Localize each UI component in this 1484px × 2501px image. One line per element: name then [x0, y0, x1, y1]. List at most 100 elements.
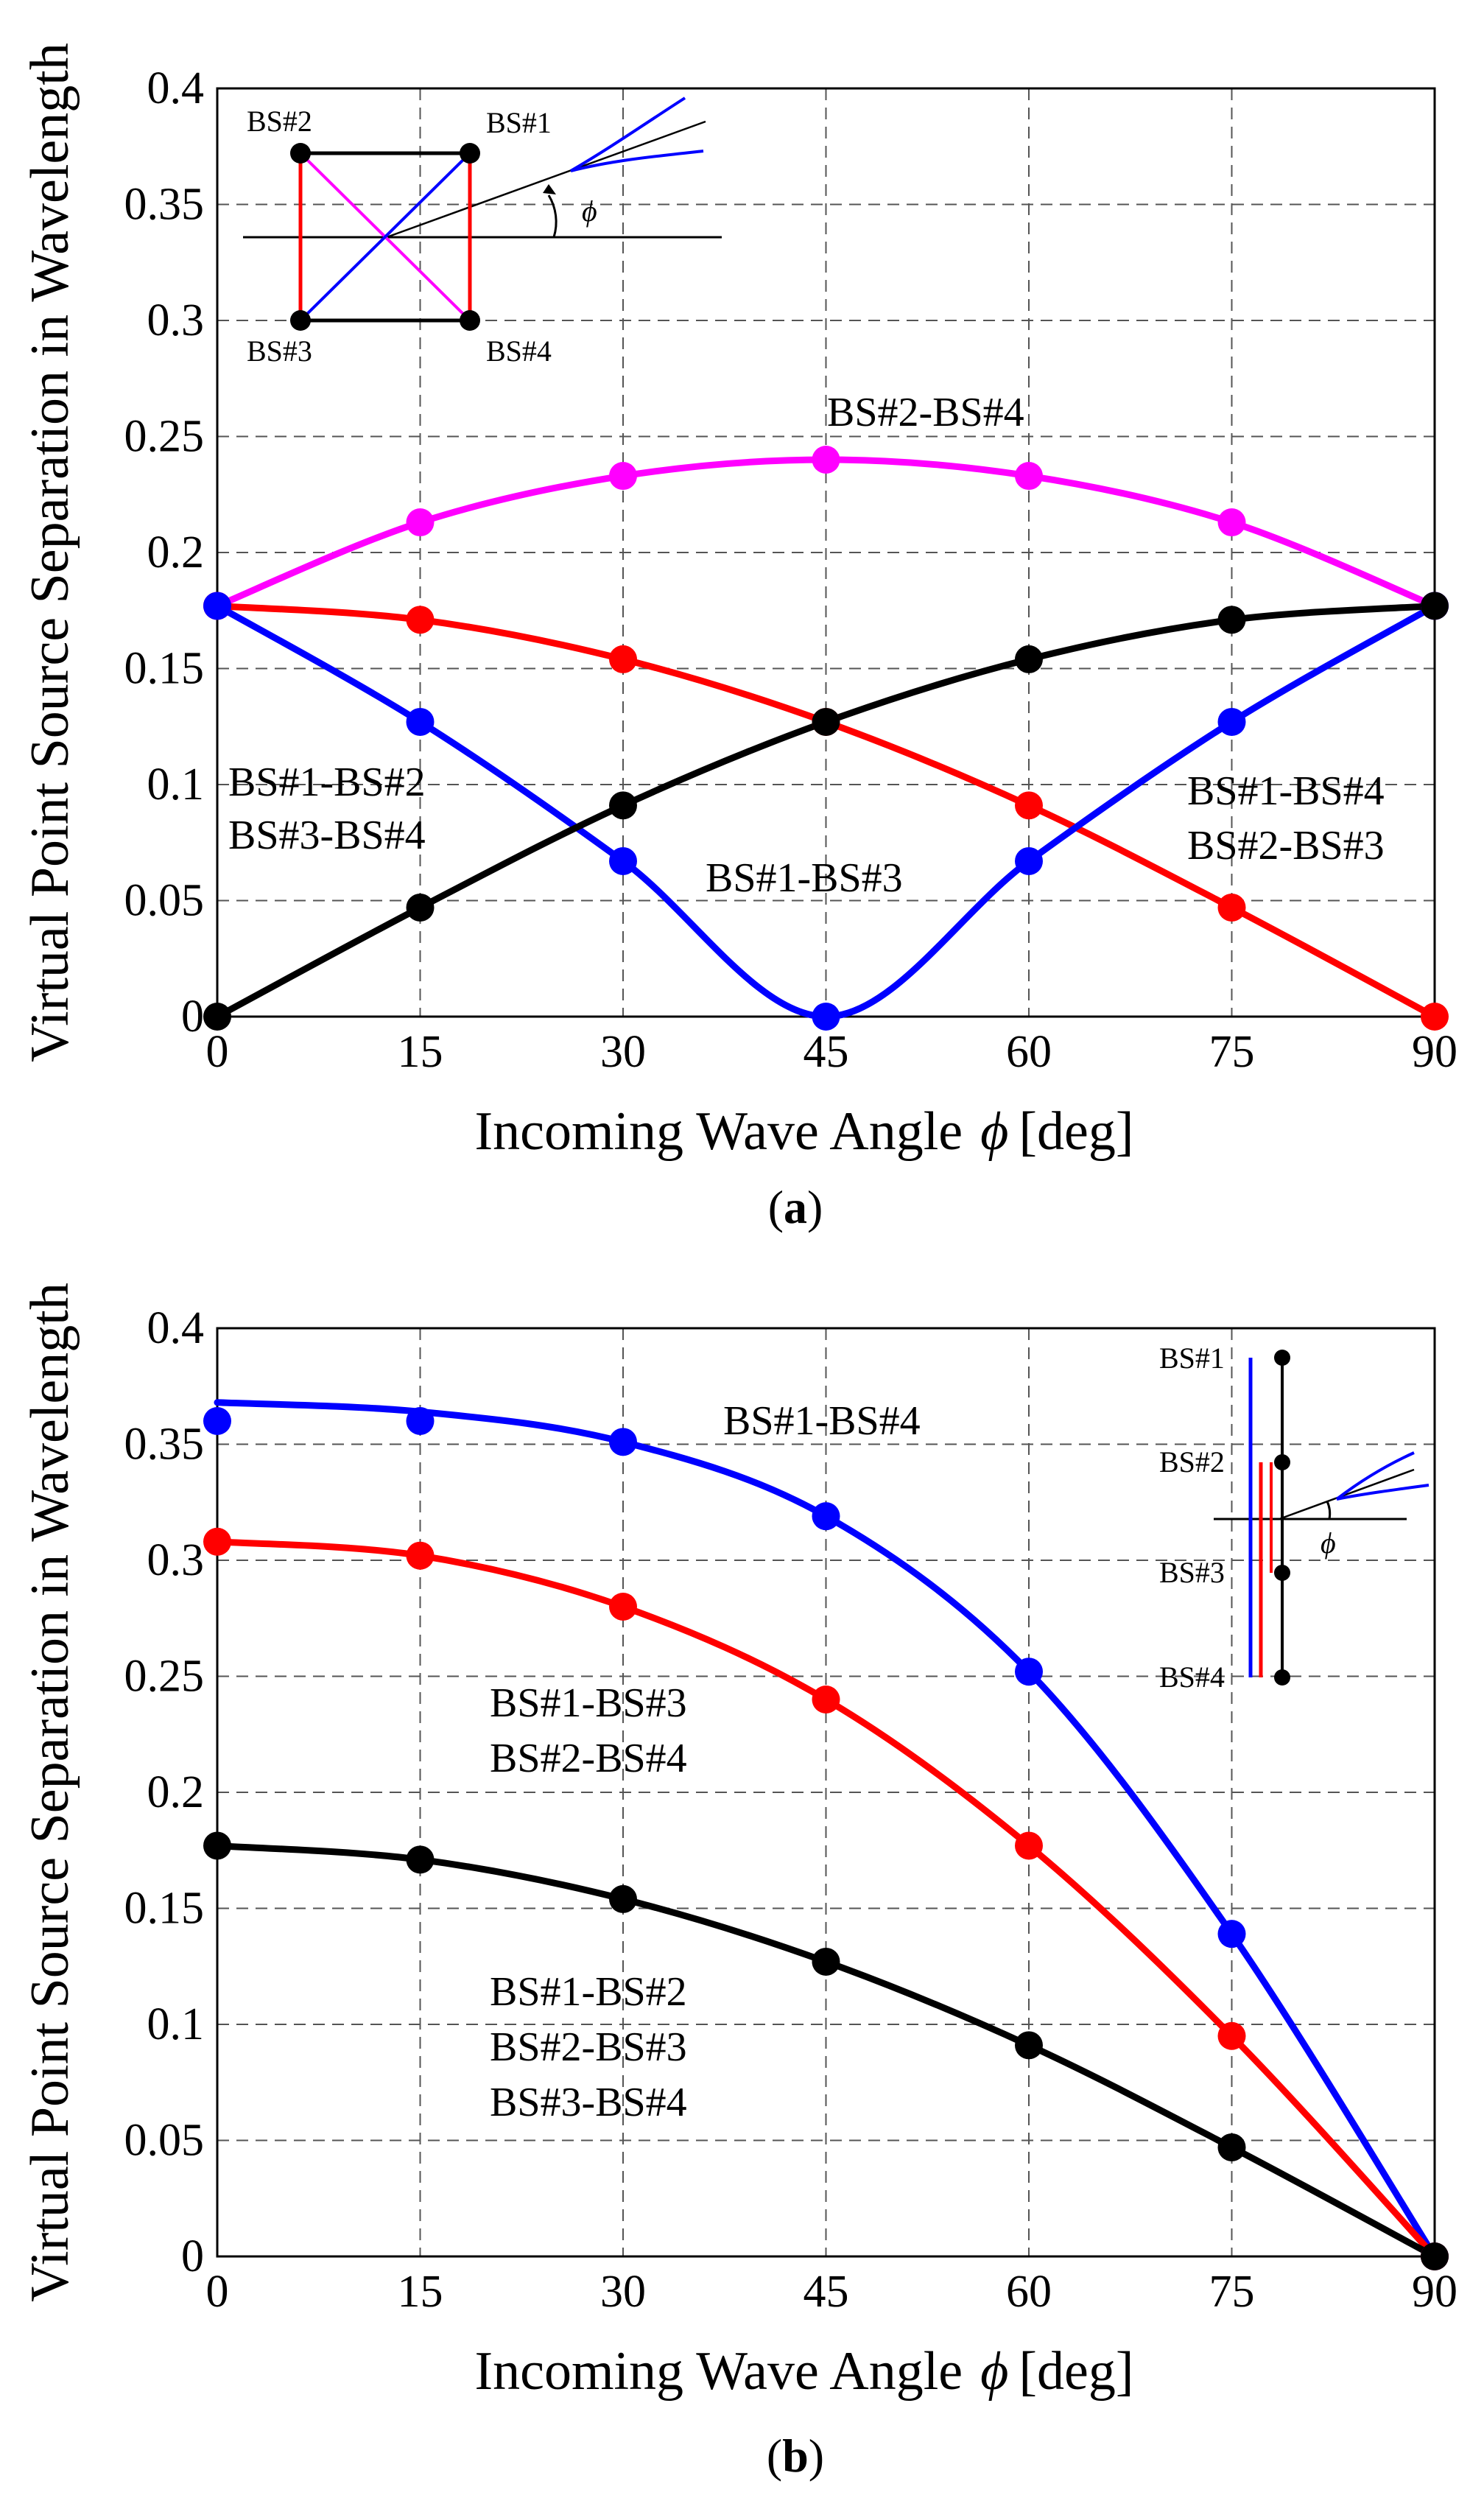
annotation-bs1-bs2: BS#1-BS#2 [228, 760, 426, 805]
data-point-series-2 [1217, 893, 1246, 922]
annotation-bs1-bs2: BS#1-BS#2 [490, 1969, 687, 2015]
tick-labels: 0 15 30 45 60 75 90 0 0.05 0.1 0.15 0.2 0.25 0.3 0.35 0… [124, 63, 1458, 1077]
x-tick-label: 30 [600, 1027, 646, 1077]
data-point-series-1 [1217, 508, 1246, 537]
data-point-series-1 [609, 462, 637, 491]
annotation-bs3-bs4: BS#3-BS#4 [228, 813, 426, 858]
inset-label-bs1: BS#1 [486, 106, 552, 139]
annotation-bs2-bs4: BS#2-BS#4 [490, 1736, 687, 1781]
data-point-series-4 [609, 791, 637, 820]
inset-diagram-linear-array: ϕ BS#1 BS#2 BS#3 BS#4 [1159, 1341, 1430, 1694]
series-group [203, 1399, 1449, 2270]
inset-diagram-square-array: ϕ BS#2 BS#1 BS#3 BS#4 [243, 97, 722, 368]
y-tick-label: 0.4 [147, 1303, 205, 1353]
data-point-series-1 [406, 1407, 435, 1435]
x-tick-label: 15 [398, 2267, 443, 2317]
y-tick-label: 0.25 [124, 1652, 205, 1702]
y-tick-label: 0.05 [124, 876, 205, 926]
data-point-series-3 [609, 1884, 637, 1913]
inset-label-bs4: BS#4 [486, 334, 552, 368]
plot-frame [216, 1327, 1436, 2258]
annotation-bs2-bs4: BS#2-BS#4 [827, 390, 1024, 435]
x-tick-label: 45 [803, 2267, 849, 2317]
y-tick-label: 0.1 [147, 760, 205, 810]
inset-wave-beam-upper [569, 97, 686, 172]
data-point-series-3 [1421, 2242, 1449, 2270]
chart-panel-a: 0 15 30 45 60 75 90 0 0.05 0.1 0.15 0.2 0.25 0.3 0.35 0… [20, 43, 1457, 1233]
panel-caption: (b) [767, 2430, 824, 2482]
inset-node-bs2 [1274, 1454, 1290, 1470]
data-point-series-1 [1217, 1920, 1246, 1948]
data-point-series-3 [1015, 846, 1043, 875]
data-point-series-2 [609, 645, 637, 673]
y-tick-label: 0.35 [124, 1420, 205, 1470]
annotation-bs2-bs3: BS#2-BS#3 [490, 2024, 687, 2070]
inset-label-bs2: BS#2 [247, 105, 312, 138]
inset-wave-beam-lower [570, 150, 704, 172]
inset-angle-arrow [543, 184, 556, 194]
x-tick-label: 90 [1412, 1027, 1457, 1077]
data-point-series-2 [406, 1541, 435, 1570]
inset-phi-label: ϕ [1321, 1526, 1336, 1560]
x-tick-label: 75 [1209, 2267, 1255, 2317]
data-point-series-4 [1217, 606, 1246, 634]
data-point-series-4 [812, 707, 840, 736]
data-point-series-2 [1217, 2021, 1246, 2050]
annotation-bs1-bs4: BS#1-BS#4 [723, 1398, 921, 1444]
y-tick-label: 0 [181, 2231, 204, 2281]
x-axis-label: Incoming Wave Angle ϕ [deg] [474, 1101, 1133, 1162]
data-point-series-2 [203, 1527, 231, 1556]
x-tick-label: 45 [803, 1027, 849, 1077]
inset-wave-beam-lower [1336, 1484, 1430, 1501]
inset-angle-arc [1326, 1501, 1332, 1520]
inset-node-bs1 [460, 143, 480, 164]
x-tick-label: 60 [1006, 1027, 1052, 1077]
data-point-series-1 [406, 508, 435, 537]
data-point-series-2 [812, 1686, 840, 1713]
inset-wave-direction-line [1279, 1468, 1415, 1520]
data-point-series-2 [1015, 1831, 1043, 1860]
inset-node-bs1 [1274, 1350, 1290, 1366]
inset-node-bs3 [1274, 1565, 1290, 1581]
series-group [203, 446, 1449, 1031]
inset-node-bs2 [290, 143, 311, 164]
data-point-series-2 [609, 1593, 637, 1621]
y-tick-label: 0.3 [147, 1535, 205, 1585]
data-point-series-3 [812, 1947, 840, 1976]
x-tick-label: 15 [398, 1027, 443, 1077]
x-tick-label: 0 [206, 2267, 229, 2317]
chart-panel-b: 0 15 30 45 60 75 90 0 0.05 0.1 0.15 0.2 0.25 0.3 0.35 0… [20, 1283, 1457, 2482]
x-tick-label: 90 [1412, 2267, 1457, 2317]
y-axis-label: Virtual Point Source Separation in Wavel… [20, 43, 80, 1062]
data-point-series-3 [1217, 2133, 1246, 2161]
data-point-series-4 [406, 893, 435, 922]
data-point-series-1 [609, 1428, 637, 1456]
data-point-series-1 [203, 1407, 231, 1435]
x-tick-label: 30 [600, 2267, 646, 2317]
annotation-bs3-bs4: BS#3-BS#4 [490, 2080, 687, 2125]
y-axis-label: Virtual Point Source Separation in Wavel… [20, 1283, 80, 2302]
y-tick-label: 0.4 [147, 63, 205, 113]
data-point-series-3 [1217, 707, 1246, 736]
y-tick-label: 0.25 [124, 412, 205, 462]
y-tick-label: 0.15 [124, 644, 205, 694]
y-tick-label: 0.3 [147, 295, 205, 345]
annotation-bs1-bs4: BS#1-BS#4 [1187, 768, 1385, 814]
inset-wave-beam-upper [1335, 1451, 1415, 1501]
data-point-series-4 [1421, 592, 1449, 620]
x-tick-label: 60 [1006, 2267, 1052, 2317]
y-tick-label: 0.2 [147, 527, 205, 578]
inset-label-bs3: BS#3 [1159, 1556, 1225, 1589]
y-tick-label: 0.2 [147, 1767, 205, 1817]
y-tick-label: 0.05 [124, 2116, 205, 2166]
data-point-series-3 [203, 592, 231, 620]
inset-node-bs3 [290, 310, 311, 331]
x-tick-label: 75 [1209, 1027, 1255, 1077]
x-tick-label: 0 [206, 1027, 229, 1077]
inset-diagonal-bs1-bs3 [299, 152, 471, 322]
inset-phi-label: ϕ [582, 194, 597, 228]
y-tick-label: 0.15 [124, 1884, 205, 1934]
annotation-bs1-bs3: BS#1-BS#3 [706, 855, 903, 901]
x-axis-label: Incoming Wave Angle ϕ [deg] [474, 2341, 1133, 2402]
y-tick-label: 0.35 [124, 180, 205, 230]
